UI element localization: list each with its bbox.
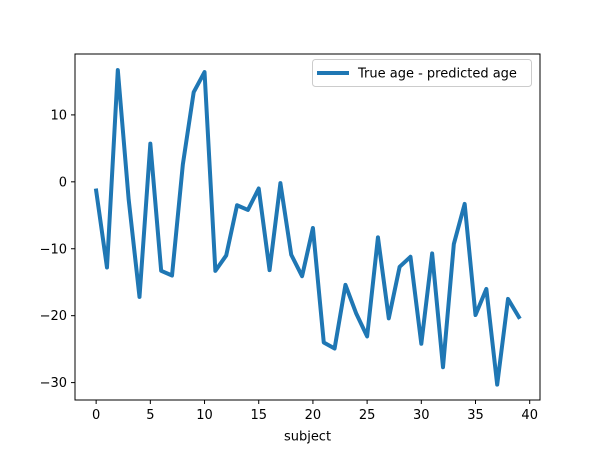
x-tick-label: 25 bbox=[359, 408, 376, 423]
y-tick-label: −30 bbox=[40, 376, 67, 391]
x-tick-label: 35 bbox=[467, 408, 484, 423]
legend-box bbox=[312, 59, 532, 87]
x-tick-label: 15 bbox=[250, 408, 267, 423]
plot-area bbox=[74, 53, 541, 401]
x-tick-label: 0 bbox=[92, 408, 100, 423]
x-tick-label: 40 bbox=[521, 408, 538, 423]
x-axis-label: subject bbox=[284, 430, 331, 445]
x-tick-label: 5 bbox=[146, 408, 154, 423]
axes-frame bbox=[74, 53, 541, 401]
series-line-0 bbox=[93, 68, 522, 387]
x-tick-label: 30 bbox=[413, 408, 430, 423]
y-tick-label: −20 bbox=[40, 309, 67, 324]
axis-ticks: 0 5 10 15 20 25 30 35 40 −30 −20 −10 0 10 bbox=[40, 108, 538, 423]
legend: True age - predicted age bbox=[312, 59, 532, 87]
y-tick-label: 10 bbox=[50, 108, 67, 123]
legend-label: True age - predicted age bbox=[357, 67, 517, 82]
y-tick-label: 0 bbox=[59, 175, 67, 190]
x-tick-label: 10 bbox=[196, 408, 213, 423]
x-tick-label: 20 bbox=[305, 408, 322, 423]
y-tick-label: −10 bbox=[40, 242, 67, 257]
